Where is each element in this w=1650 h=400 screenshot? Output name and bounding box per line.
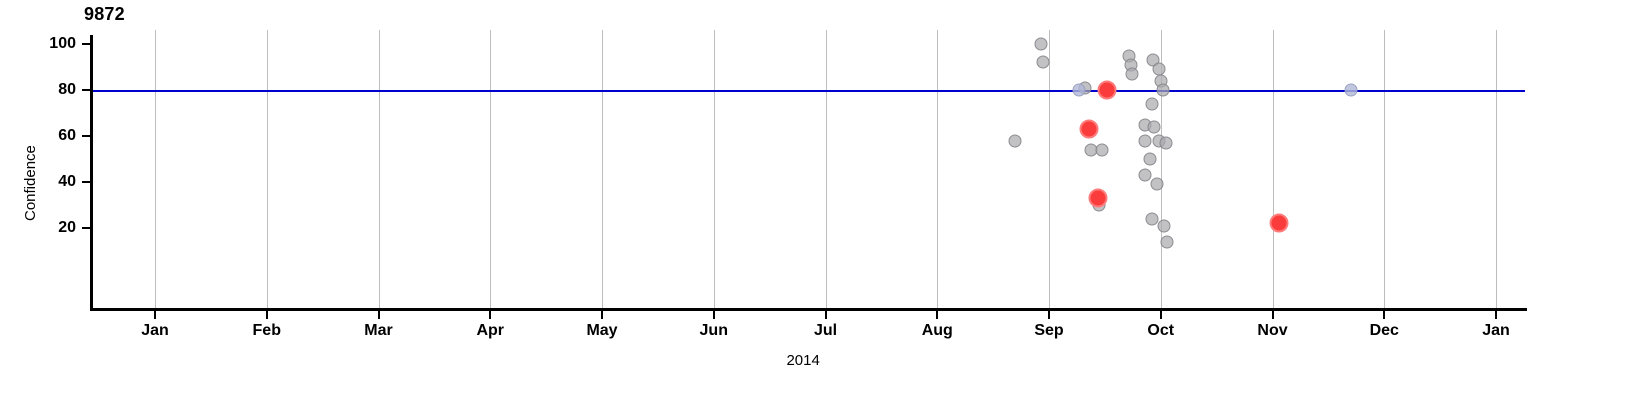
x-tick-mark-6: [824, 311, 827, 319]
y-tick-label-40: 40: [58, 173, 76, 190]
data-point-observations-18[interactable]: [1138, 134, 1152, 148]
y-axis-line: [90, 35, 93, 311]
x-tick-label-aug-7: Aug: [921, 322, 953, 339]
y-tick-mark-80: [82, 89, 90, 91]
x-tick-mark-9: [1159, 311, 1162, 319]
x-tick-mark-0: [154, 311, 156, 319]
x-tick-mark-2: [377, 311, 380, 319]
x-tick-label-feb-1: Feb: [252, 322, 281, 339]
x-tick-label-dec-11: Dec: [1369, 322, 1399, 339]
data-point-highlighted-3[interactable]: [1269, 213, 1289, 233]
data-point-highlighted-0[interactable]: [1097, 80, 1117, 100]
gridline-aug-7: [937, 30, 939, 308]
x-tick-label-nov-10: Nov: [1257, 322, 1288, 339]
x-tick-mark-5: [712, 311, 715, 319]
x-tick-mark-7: [936, 311, 939, 319]
y-tick-mark-40: [82, 181, 90, 183]
data-point-observations-15[interactable]: [1145, 97, 1159, 111]
x-tick-mark-4: [601, 311, 603, 319]
x-tick-label-sep-8: Sep: [1034, 322, 1064, 339]
gridline-jan-0: [155, 30, 156, 308]
x-tick-mark-3: [489, 311, 492, 319]
gridline-mar-2: [378, 30, 380, 308]
x-axis-line: [90, 308, 1527, 311]
gridline-dec-11: [1384, 30, 1386, 308]
data-point-observations-23[interactable]: [1150, 177, 1164, 191]
data-point-observations-0[interactable]: [1008, 134, 1022, 148]
x-tick-label-jun-5: Jun: [699, 322, 728, 339]
data-point-observations-20[interactable]: [1159, 136, 1173, 150]
x-tick-mark-1: [265, 311, 268, 319]
x-axis-title: 2014: [786, 352, 820, 369]
x-tick-mark-11: [1383, 311, 1386, 319]
gridline-jun-5: [713, 30, 715, 308]
gridline-may-4: [602, 30, 603, 308]
gridline-apr-3: [490, 30, 492, 308]
data-point-observations-6[interactable]: [1095, 143, 1109, 157]
threshold-reference-line: [92, 90, 1525, 92]
y-tick-label-100: 100: [49, 35, 76, 52]
gridline-nov-10: [1272, 30, 1274, 308]
data-point-on-threshold-0[interactable]: [1072, 83, 1086, 97]
x-tick-label-may-4: May: [586, 322, 618, 339]
data-point-observations-17[interactable]: [1147, 120, 1161, 134]
y-tick-mark-60: [82, 135, 90, 137]
x-tick-label-jul-6: Jul: [813, 322, 838, 339]
y-tick-label-20: 20: [58, 219, 76, 236]
data-point-observations-21[interactable]: [1143, 152, 1157, 166]
plot-area: [92, 30, 1525, 308]
x-tick-label-apr-3: Apr: [476, 322, 505, 339]
gridline-sep-8: [1049, 30, 1050, 308]
x-tick-label-mar-2: Mar: [364, 322, 393, 339]
data-point-highlighted-1[interactable]: [1079, 119, 1099, 139]
x-tick-mark-12: [1495, 311, 1497, 319]
x-tick-label-jan-0: Jan: [141, 322, 169, 339]
data-point-observations-26[interactable]: [1160, 235, 1174, 249]
data-point-observations-14[interactable]: [1156, 83, 1170, 97]
y-tick-mark-20: [82, 227, 90, 229]
data-point-observations-2[interactable]: [1036, 55, 1050, 69]
gridline-feb-1: [266, 30, 268, 308]
data-point-observations-1[interactable]: [1034, 37, 1048, 51]
x-tick-label-jan-12: Jan: [1482, 322, 1510, 339]
x-tick-mark-10: [1271, 311, 1274, 319]
x-tick-mark-8: [1048, 311, 1050, 319]
data-point-observations-25[interactable]: [1157, 219, 1171, 233]
data-point-observations-24[interactable]: [1145, 212, 1159, 226]
gridline-jul-6: [825, 30, 827, 308]
data-point-observations-10[interactable]: [1125, 67, 1139, 81]
data-point-on-threshold-1[interactable]: [1344, 83, 1358, 97]
y-tick-label-60: 60: [58, 127, 76, 144]
data-point-highlighted-2[interactable]: [1088, 188, 1108, 208]
x-tick-label-oct-9: Oct: [1147, 322, 1175, 339]
gridline-oct-9: [1160, 30, 1162, 308]
chart-title: 9872: [84, 4, 125, 24]
data-point-observations-22[interactable]: [1138, 168, 1152, 182]
y-tick-mark-100: [82, 43, 90, 45]
gridline-jan-12: [1496, 30, 1497, 308]
y-tick-label-80: 80: [58, 81, 76, 98]
